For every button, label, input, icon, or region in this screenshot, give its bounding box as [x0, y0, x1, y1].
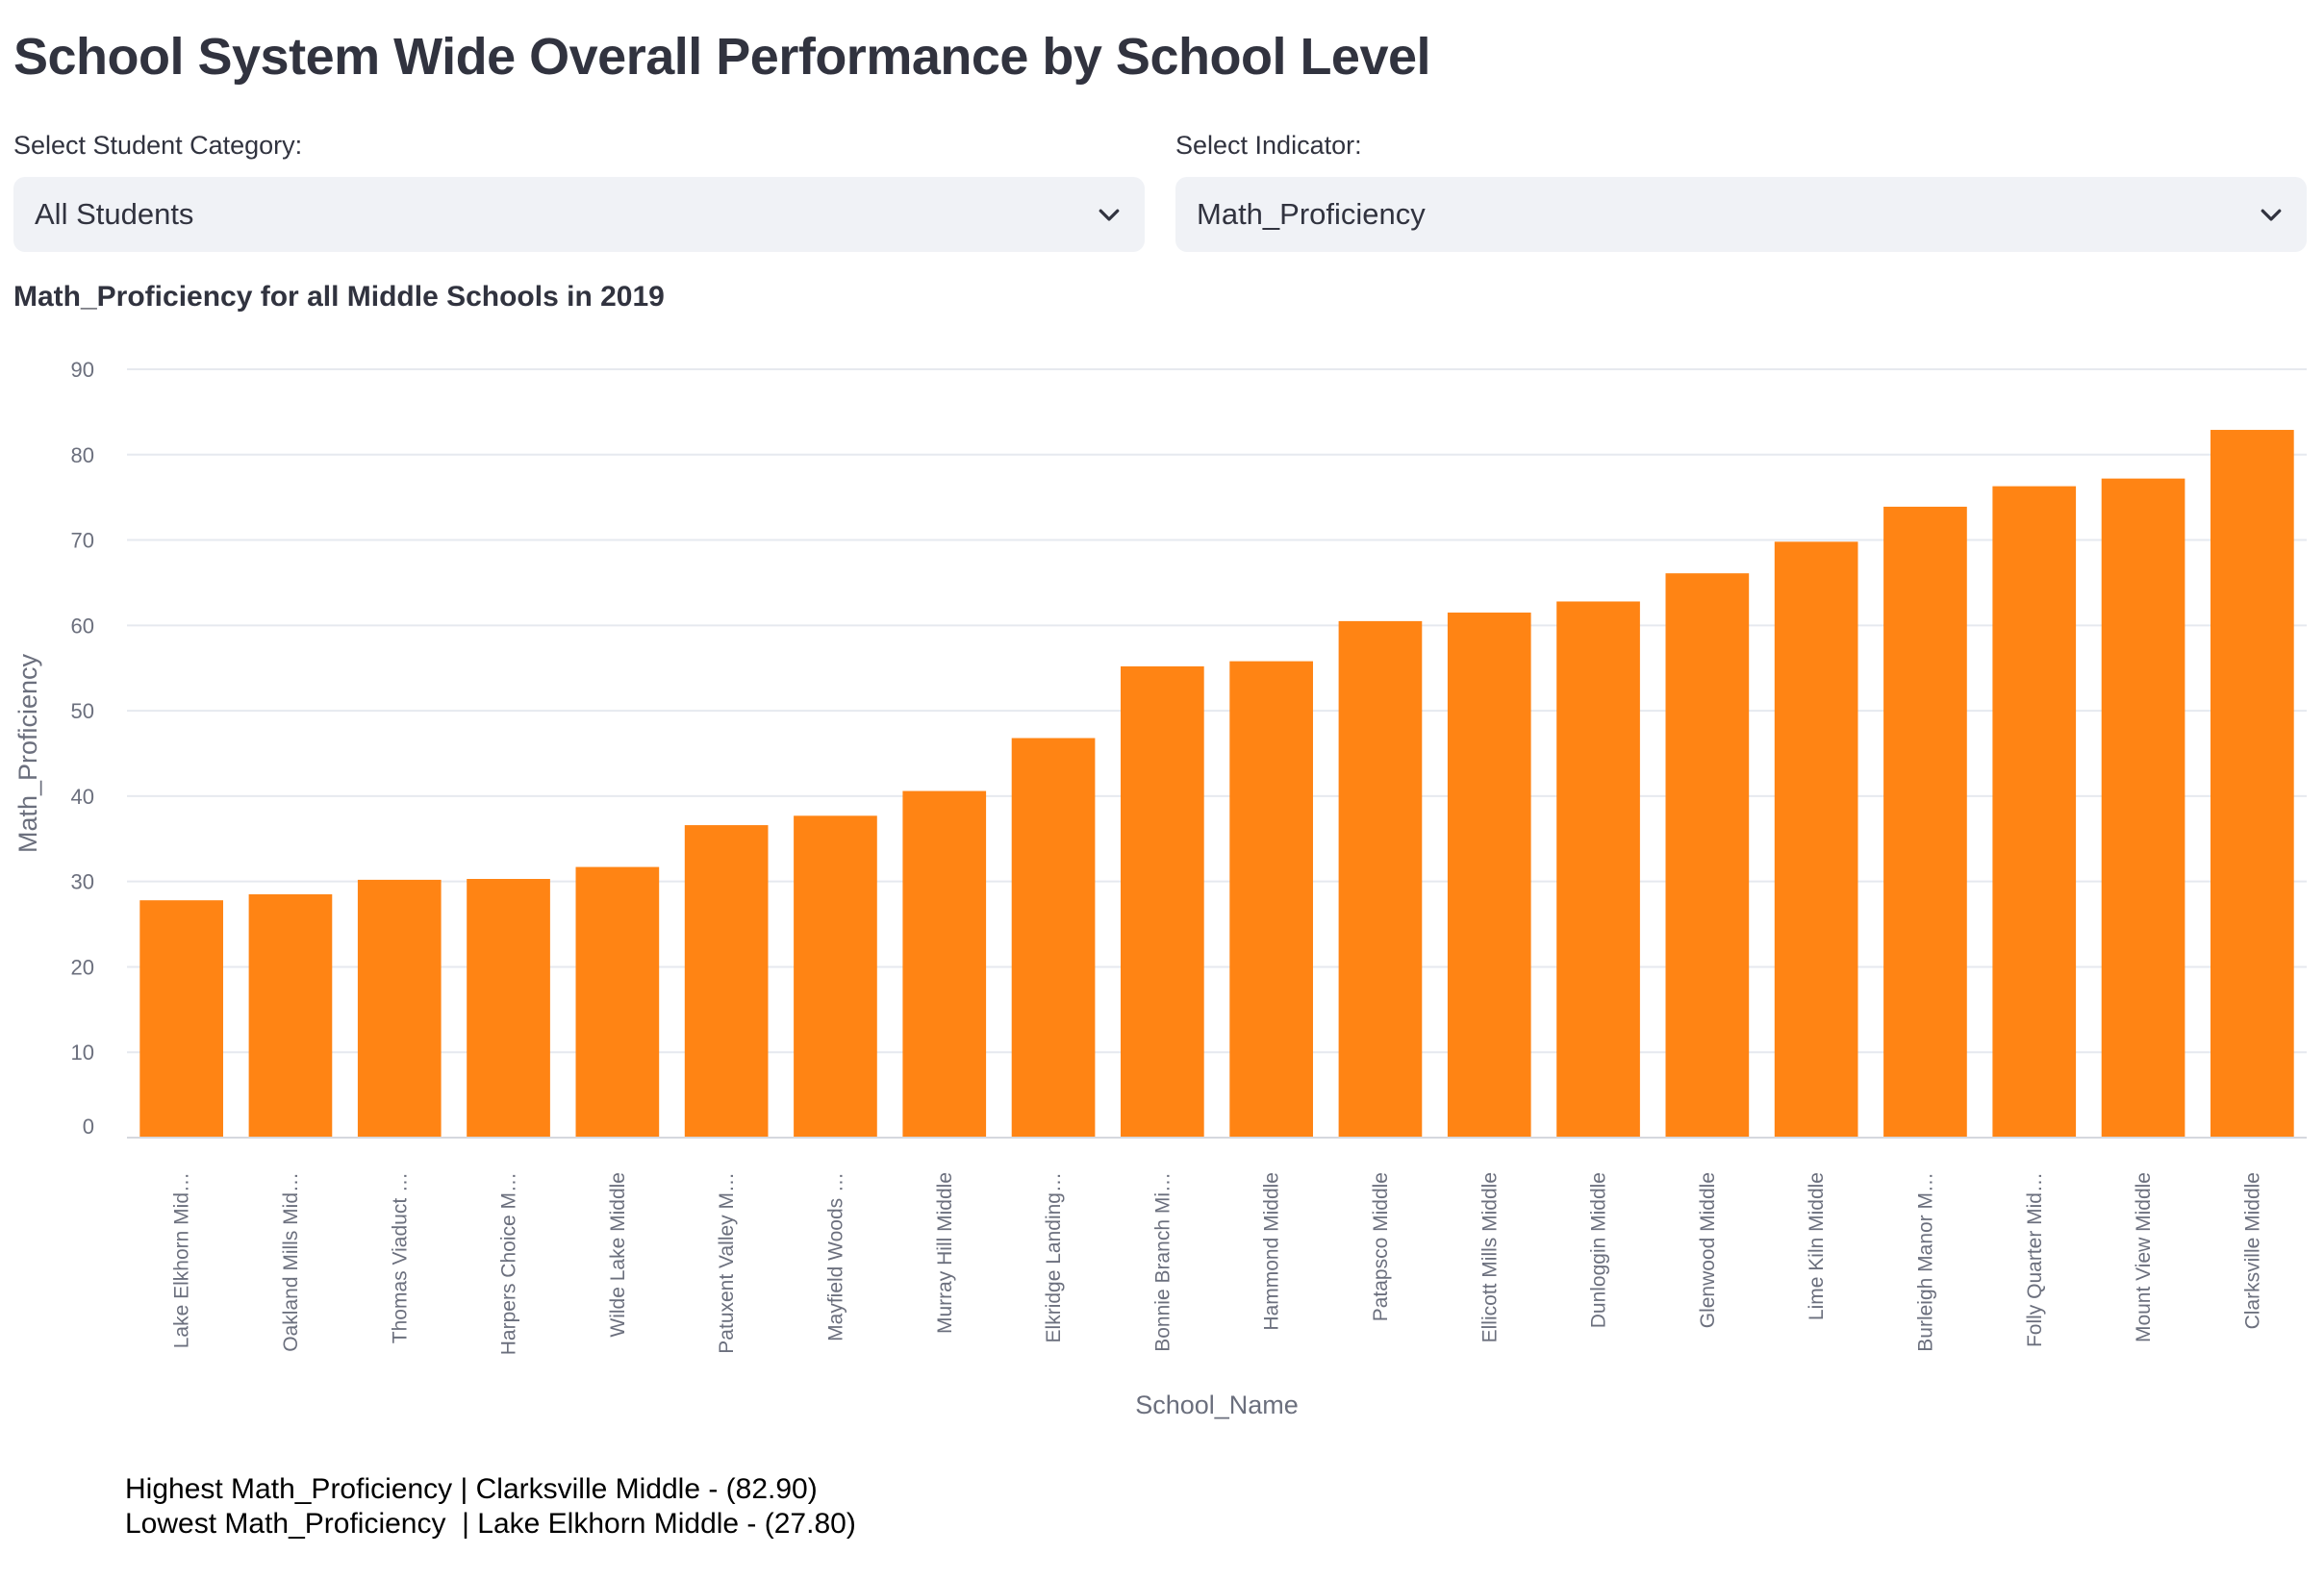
x-tick-label: Mount View Middle — [2133, 1172, 2155, 1342]
bar — [248, 893, 333, 1138]
x-tick-label: Wilde Lake Middle — [607, 1172, 629, 1338]
chevron-down-icon — [1099, 209, 1120, 221]
x-tick-label: Glenwood Middle — [1697, 1172, 1719, 1328]
y-tick-label: 60 — [71, 614, 94, 638]
y-tick-label: 10 — [71, 1040, 94, 1065]
bar — [2210, 430, 2294, 1138]
highest-summary: Highest Math_Proficiency | Clarksville M… — [125, 1473, 818, 1505]
x-tick-label: Bonnie Branch Mi… — [1151, 1172, 1174, 1352]
x-tick-label: Folly Quarter Mid… — [2024, 1172, 2046, 1347]
bar — [357, 879, 442, 1138]
bar — [902, 790, 987, 1138]
student-category-value: All Students — [35, 197, 194, 231]
bar — [1229, 661, 1313, 1138]
chevron-down-icon — [2261, 209, 2282, 221]
bar — [1992, 486, 2077, 1138]
x-tick-label: Lake Elkhorn Mid… — [171, 1172, 193, 1348]
bar — [139, 900, 223, 1138]
bar — [575, 866, 660, 1138]
x-tick-label: Burleigh Manor M… — [1914, 1172, 1936, 1352]
indicator-label: Select Indicator: — [1175, 131, 1362, 160]
bar-chart: 0 10 20 30 40 50 60 70 80 90 Lake Elkhorn Mid… Oakl… — [13, 358, 2307, 1419]
x-tick-label: Clarksville Middle — [2241, 1172, 2263, 1329]
bar — [1883, 506, 1967, 1138]
bar — [794, 815, 877, 1138]
student-category-label: Select Student Category: — [13, 131, 303, 160]
bar — [467, 879, 550, 1138]
x-tick-label: Thomas Viaduct … — [389, 1172, 411, 1343]
x-tick-label: Harpers Choice M… — [498, 1172, 520, 1355]
bar — [1774, 541, 1858, 1138]
bar — [1447, 613, 1531, 1138]
y-tick-label: 20 — [71, 955, 94, 979]
y-tick-label: 70 — [71, 529, 94, 553]
x-tick-label: Mayfield Woods … — [824, 1172, 846, 1341]
bar — [1665, 573, 1750, 1138]
chart-title: Math_Proficiency for all Middle Schools … — [13, 281, 665, 313]
y-axis-title: Math_Proficiency — [13, 653, 42, 853]
x-tick-label: Ellicott Mills Middle — [1478, 1172, 1501, 1342]
lowest-summary: Lowest Math_Proficiency | Lake Elkhorn M… — [125, 1508, 856, 1540]
bar — [2101, 478, 2185, 1138]
y-tick-label: 40 — [71, 785, 94, 809]
indicator-select[interactable]: Math_Proficiency — [1175, 177, 2307, 252]
y-tick-label: 80 — [71, 443, 94, 467]
y-tick-label: 50 — [71, 699, 94, 723]
x-tick-label: Hammond Middle — [1261, 1172, 1283, 1331]
bar — [1556, 601, 1640, 1138]
indicator-value: Math_Proficiency — [1197, 197, 1426, 231]
x-tick-label: Elkridge Landing… — [1043, 1172, 1065, 1342]
bar — [1011, 738, 1096, 1138]
y-tick-label: 0 — [83, 1115, 94, 1139]
x-tick-label: Murray Hill Middle — [934, 1172, 956, 1334]
x-tick-label: Patuxent Valley M… — [716, 1172, 738, 1354]
bar — [1121, 665, 1204, 1138]
x-tick-label: Oakland Mills Mid… — [280, 1172, 302, 1352]
x-axis-title: School_Name — [1135, 1391, 1299, 1419]
y-tick-label: 90 — [71, 358, 94, 382]
bar — [684, 825, 769, 1138]
x-tick-label: Dunloggin Middle — [1588, 1172, 1610, 1328]
x-tick-label: Lime Kiln Middle — [1806, 1172, 1828, 1320]
y-tick-label: 30 — [71, 870, 94, 894]
student-category-select[interactable]: All Students — [13, 177, 1145, 252]
x-tick-label: Patapsco Middle — [1370, 1172, 1392, 1321]
bar — [1338, 620, 1423, 1138]
page-title: School System Wide Overall Performance b… — [13, 28, 1431, 86]
